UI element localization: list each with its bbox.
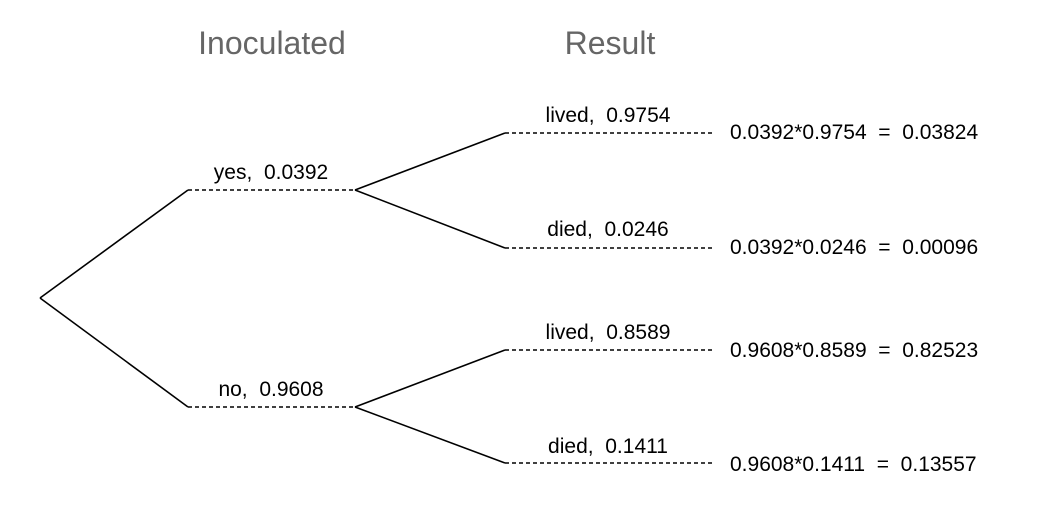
branch [354, 132, 506, 191]
branch-label: died, 0.1411 [548, 435, 668, 458]
result: 0.9608*0.1411 = 0.13557 [730, 453, 977, 476]
branch-label: lived, 0.8589 [546, 321, 671, 344]
result: 0.9608*0.8589 = 0.82523 [730, 339, 978, 362]
branch-label: lived, 0.9754 [546, 104, 671, 127]
branch-label: died, 0.0246 [547, 218, 668, 241]
branch-label: no, 0.9608 [218, 378, 323, 401]
branch-label: yes, 0.0392 [214, 161, 328, 184]
branch [354, 349, 506, 408]
result: 0.0392*0.0246 = 0.00096 [730, 236, 978, 259]
branch [39, 297, 189, 408]
header: Result [565, 25, 656, 61]
header: Inoculated [198, 25, 346, 61]
branch [39, 189, 189, 299]
branch [354, 189, 506, 249]
result: 0.0392*0.9754 = 0.03824 [730, 121, 978, 144]
branch [354, 406, 506, 464]
